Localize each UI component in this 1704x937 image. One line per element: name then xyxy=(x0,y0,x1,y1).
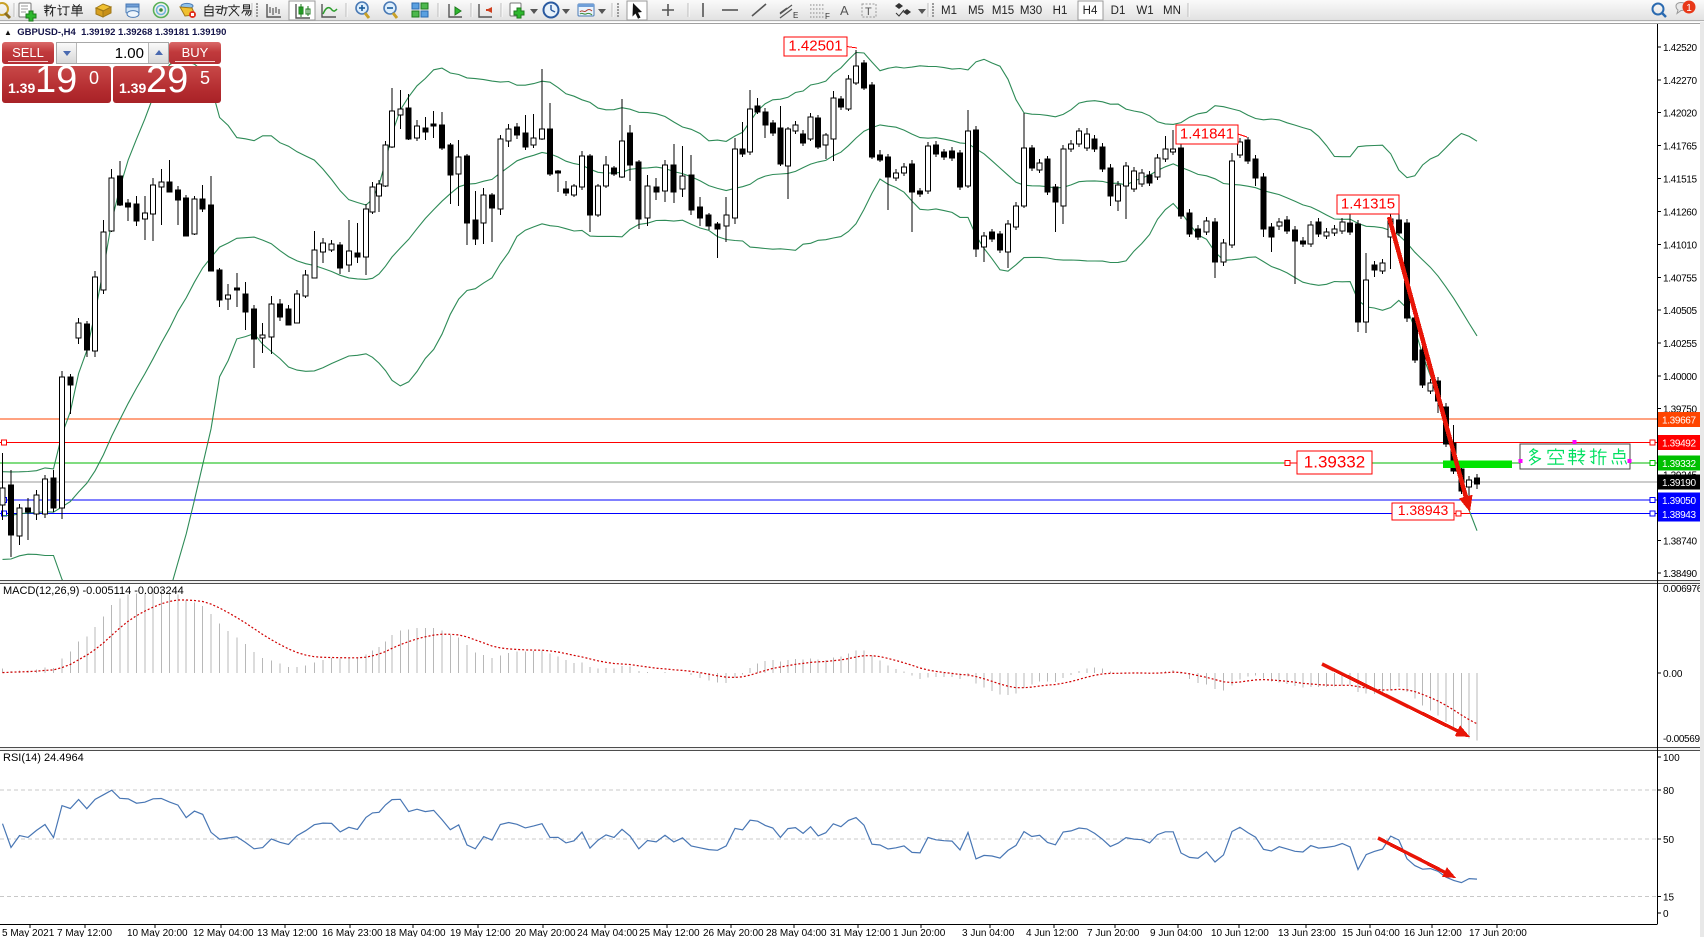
svg-text:5 May 2021: 5 May 2021 xyxy=(2,928,55,937)
svg-text:1.42520: 1.42520 xyxy=(1663,43,1697,54)
svg-text:1.39492: 1.39492 xyxy=(1662,438,1696,449)
svg-text:MACD(12,26,9) -0.005114 -0.003: MACD(12,26,9) -0.005114 -0.003244 xyxy=(3,585,184,597)
svg-text:100: 100 xyxy=(1663,753,1680,764)
svg-text:26 May 20:00: 26 May 20:00 xyxy=(703,928,764,937)
svg-text:1.39050: 1.39050 xyxy=(1662,496,1696,507)
svg-text:1.41841: 1.41841 xyxy=(1180,126,1234,143)
svg-text:1.38943: 1.38943 xyxy=(1662,510,1696,521)
svg-text:13 Jun 23:00: 13 Jun 23:00 xyxy=(1278,928,1336,937)
svg-text:0.006976: 0.006976 xyxy=(1663,584,1703,595)
svg-text:1.42020: 1.42020 xyxy=(1663,109,1697,120)
svg-text:1.39190: 1.39190 xyxy=(1662,478,1696,489)
svg-text:15: 15 xyxy=(1663,892,1675,903)
svg-text:D1: D1 xyxy=(1111,5,1126,17)
svg-text:1: 1 xyxy=(1686,3,1692,14)
svg-text:MN: MN xyxy=(1163,5,1181,17)
svg-text:10 Jun 12:00: 10 Jun 12:00 xyxy=(1211,928,1269,937)
svg-text:0: 0 xyxy=(1663,909,1669,920)
svg-text:1.40755: 1.40755 xyxy=(1663,274,1697,285)
svg-text:10 May 20:00: 10 May 20:00 xyxy=(127,928,188,937)
svg-text:1.42501: 1.42501 xyxy=(788,38,842,55)
svg-text:T: T xyxy=(865,6,872,18)
svg-text:1.39332: 1.39332 xyxy=(1304,453,1365,472)
svg-text:1.39750: 1.39750 xyxy=(1663,405,1697,416)
svg-text:1.39332: 1.39332 xyxy=(1662,459,1696,470)
svg-text:15 Jun 04:00: 15 Jun 04:00 xyxy=(1342,928,1400,937)
svg-text:25 May 12:00: 25 May 12:00 xyxy=(639,928,700,937)
svg-text:E: E xyxy=(793,11,798,20)
svg-text:19 May 12:00: 19 May 12:00 xyxy=(450,928,511,937)
svg-text:M30: M30 xyxy=(1020,5,1042,17)
svg-text:0.00: 0.00 xyxy=(1663,669,1683,680)
svg-text:1.38490: 1.38490 xyxy=(1663,569,1697,580)
svg-text:1.39667: 1.39667 xyxy=(1662,416,1696,427)
svg-text:13 May 12:00: 13 May 12:00 xyxy=(257,928,318,937)
svg-text:80: 80 xyxy=(1663,786,1675,797)
svg-text:16 May 23:00: 16 May 23:00 xyxy=(322,928,383,937)
svg-text:M5: M5 xyxy=(968,5,984,17)
svg-text:9 Jun 04:00: 9 Jun 04:00 xyxy=(1150,928,1203,937)
svg-text:F: F xyxy=(825,12,830,21)
svg-text:1 Jun 20:00: 1 Jun 20:00 xyxy=(893,928,946,937)
svg-text:M15: M15 xyxy=(992,5,1014,17)
svg-text:H4: H4 xyxy=(1083,5,1098,17)
svg-text:24 May 04:00: 24 May 04:00 xyxy=(577,928,638,937)
svg-text:12 May 04:00: 12 May 04:00 xyxy=(193,928,254,937)
svg-text:1.41315: 1.41315 xyxy=(1341,196,1395,213)
svg-text:1.40000: 1.40000 xyxy=(1663,372,1697,383)
svg-text:20 May 20:00: 20 May 20:00 xyxy=(515,928,576,937)
svg-text:18 May 04:00: 18 May 04:00 xyxy=(385,928,446,937)
svg-text:H1: H1 xyxy=(1053,5,1068,17)
svg-text:31 May 12:00: 31 May 12:00 xyxy=(830,928,891,937)
svg-text:7 May 12:00: 7 May 12:00 xyxy=(57,928,112,937)
svg-text:3 Jun 04:00: 3 Jun 04:00 xyxy=(962,928,1015,937)
svg-text:1.41515: 1.41515 xyxy=(1663,174,1697,185)
svg-text:M1: M1 xyxy=(941,5,957,17)
svg-text:W1: W1 xyxy=(1136,5,1153,17)
svg-text:1.38740: 1.38740 xyxy=(1663,537,1697,548)
svg-text:50: 50 xyxy=(1663,835,1675,846)
svg-text:1.40255: 1.40255 xyxy=(1663,339,1697,350)
svg-text:RSI(14) 24.4964: RSI(14) 24.4964 xyxy=(3,752,84,764)
svg-text:1.42270: 1.42270 xyxy=(1663,76,1697,87)
svg-text:1.41765: 1.41765 xyxy=(1663,142,1697,153)
svg-text:7 Jun 20:00: 7 Jun 20:00 xyxy=(1087,928,1140,937)
svg-text:-0.00569: -0.00569 xyxy=(1663,734,1700,745)
svg-text:1.41260: 1.41260 xyxy=(1663,208,1697,219)
svg-text:A: A xyxy=(840,3,849,18)
svg-text:17 Jun 20:00: 17 Jun 20:00 xyxy=(1469,928,1527,937)
svg-text:28 May 04:00: 28 May 04:00 xyxy=(766,928,827,937)
svg-text:1.38943: 1.38943 xyxy=(1398,502,1449,518)
svg-text:1.40505: 1.40505 xyxy=(1663,306,1697,317)
svg-text:1.41010: 1.41010 xyxy=(1663,240,1697,251)
svg-text:4 Jun 12:00: 4 Jun 12:00 xyxy=(1026,928,1079,937)
svg-text:16 Jun 12:00: 16 Jun 12:00 xyxy=(1404,928,1462,937)
